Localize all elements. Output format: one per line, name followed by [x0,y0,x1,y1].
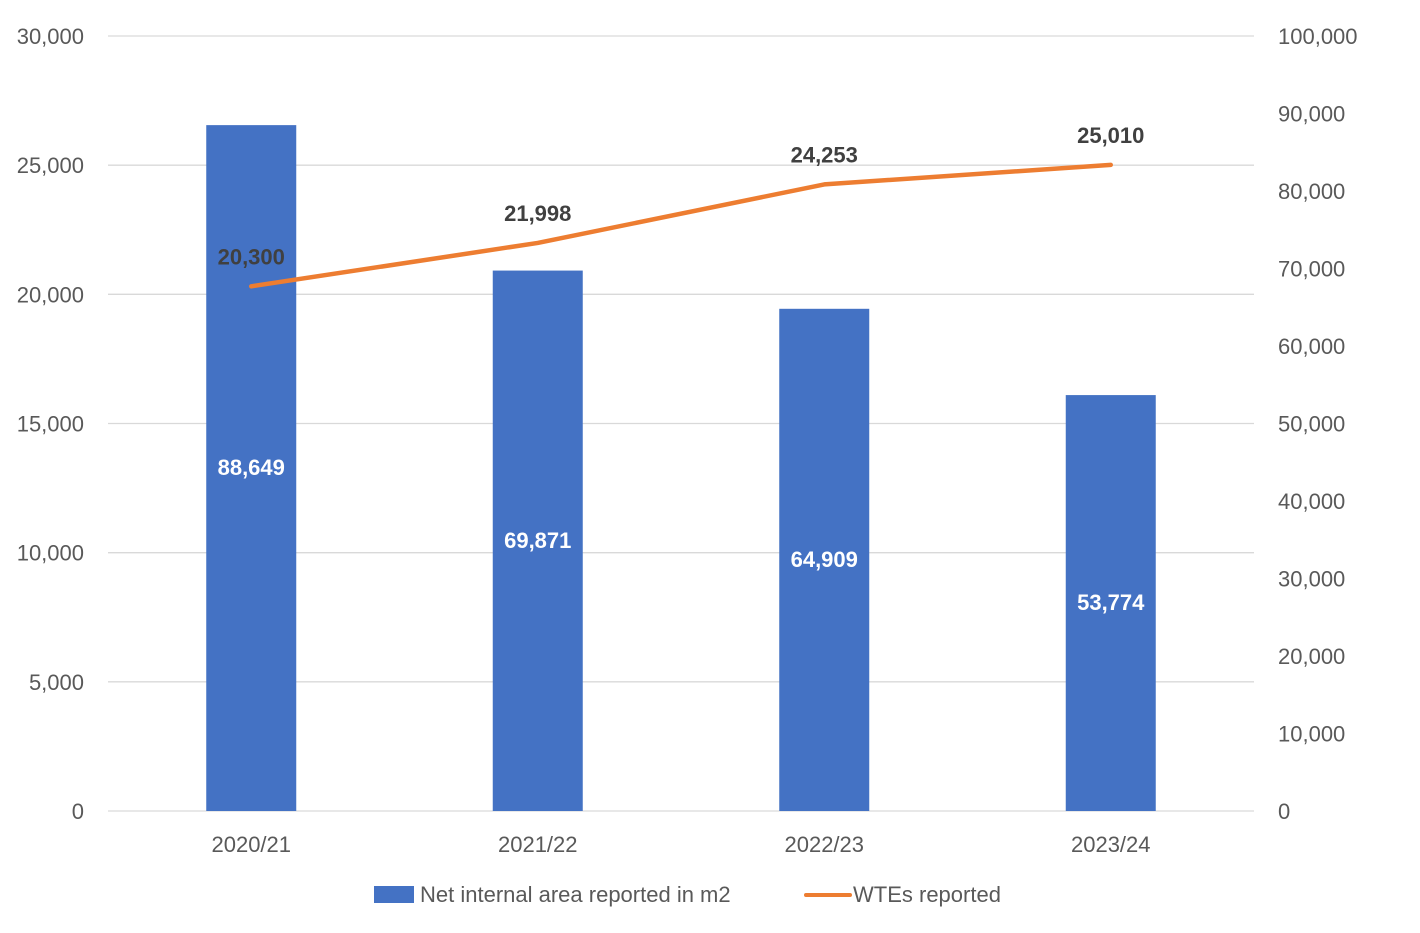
bar-data-label: 69,871 [504,528,571,553]
line-data-label: 25,010 [1077,123,1144,148]
right-tick-label: 60,000 [1278,334,1345,359]
right-tick-label: 40,000 [1278,489,1345,514]
legend-swatch-bar [374,886,414,903]
right-axis: 0 10,000 20,000 30,000 40,000 50,000 60,000 70,… [1278,24,1358,824]
x-axis: 2020/21 2021/22 2022/23 2023/24 [211,832,1150,857]
right-tick-label: 90,000 [1278,102,1345,127]
right-tick-label: 20,000 [1278,644,1345,669]
bar-data-label: 64,909 [791,547,858,572]
bar [779,308,870,811]
category-label: 2023/24 [1071,832,1151,857]
bar [492,270,583,812]
right-tick-label: 70,000 [1278,257,1345,282]
left-tick-label: 30,000 [17,24,84,49]
right-tick-label: 100,000 [1278,24,1358,49]
legend-label-bar: Net internal area reported in m2 [420,882,731,907]
left-axis: 0 5,000 10,000 15,000 20,000 25,000 30,000 [17,24,84,824]
left-tick-label: 5,000 [29,670,84,695]
gridlines [108,35,1254,812]
left-tick-label: 20,000 [17,282,84,307]
line-path [249,162,1113,289]
left-tick-label: 15,000 [17,412,84,437]
left-tick-label: 10,000 [17,541,84,566]
left-tick-label: 0 [72,799,84,824]
bar-data-label: 88,649 [218,455,285,480]
right-tick-label: 80,000 [1278,179,1345,204]
right-tick-label: 50,000 [1278,412,1345,437]
line-data-label: 24,253 [791,142,858,167]
bar-data-label: 53,774 [1077,590,1145,615]
line-data-label: 21,998 [504,201,571,226]
category-label: 2022/23 [784,832,864,857]
bar [1065,395,1156,811]
category-label: 2021/22 [498,832,578,857]
right-tick-label: 0 [1278,799,1290,824]
category-label: 2020/21 [211,832,291,857]
legend-label-line: WTEs reported [853,882,1001,907]
left-tick-label: 25,000 [17,153,84,178]
legend: Net internal area reported in m2 WTEs re… [374,882,1001,907]
bar [206,125,297,811]
right-tick-label: 30,000 [1278,567,1345,592]
line-series: 20,300 21,998 24,253 25,010 [218,123,1144,289]
line-data-label: 20,300 [218,244,285,269]
right-tick-label: 10,000 [1278,722,1345,747]
bar-series: 88,649 69,871 64,909 53,774 [206,125,1156,812]
